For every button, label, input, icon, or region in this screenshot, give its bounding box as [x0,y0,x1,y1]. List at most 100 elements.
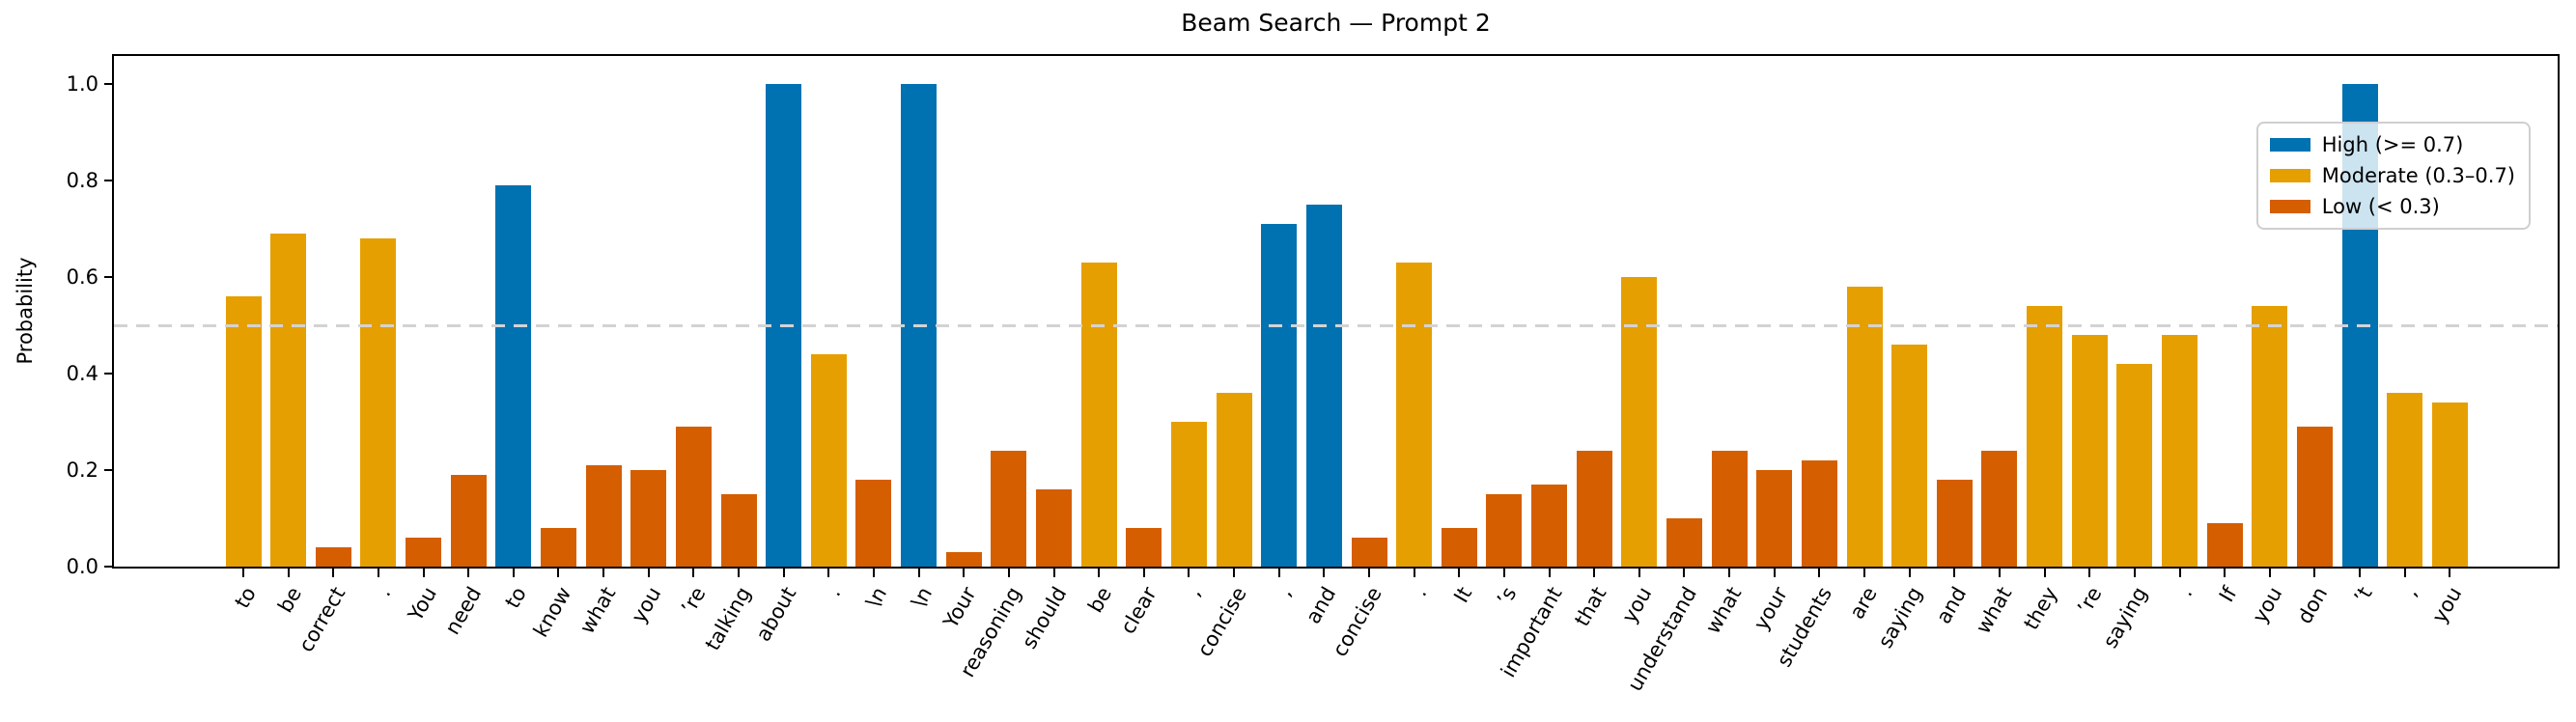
x-tick [288,569,290,577]
threshold-line [114,324,2558,327]
x-tick [2359,569,2361,577]
bar [451,475,487,567]
x-tick [1549,569,1551,577]
x-tick [738,569,740,577]
chart-title: Beam Search — Prompt 2 [1181,9,1491,37]
bar [406,538,441,567]
x-tick [692,569,694,577]
x-tick [1278,569,1280,577]
bar [541,528,576,567]
bar [1352,538,1387,567]
x-tick [1368,569,1370,577]
x-tick [467,569,469,577]
bar [991,451,1026,567]
legend-swatch-low [2269,200,2310,213]
y-tick [104,276,112,278]
bar [360,238,396,567]
bar [2027,306,2062,567]
bar [1486,494,1522,567]
bar [2116,364,2152,567]
x-tick [1414,569,1415,577]
bar [676,427,712,567]
x-tick [1008,569,1010,577]
x-tick [1143,569,1145,577]
bar [2072,335,2108,567]
bar [1036,489,1072,567]
bar [1802,460,1837,567]
x-tick [1863,569,1865,577]
x-tick [648,569,650,577]
x-tick [1638,569,1640,577]
bar [1756,470,1792,567]
legend: High (>= 0.7) Moderate (0.3–0.7) Low (< 0.… [2255,122,2531,230]
bar [630,470,666,567]
bar [721,494,757,567]
x-tick [2313,569,2315,577]
bar [2207,523,2243,567]
bar [2252,306,2287,567]
y-tick-label: 0.0 [66,555,98,578]
y-tick [104,566,112,568]
bar [226,296,262,567]
y-tick [104,373,112,375]
bar [1577,451,1612,567]
x-tick [918,569,920,577]
x-tick [602,569,604,577]
legend-label: High (>= 0.7) [2321,133,2464,156]
bar [1217,393,1252,567]
y-tick-label: 0.2 [66,458,98,482]
x-tick [332,569,334,577]
x-tick [513,569,515,577]
bar [1981,451,2017,567]
x-tick [557,569,559,577]
x-tick [827,569,829,577]
x-tick [1188,569,1190,577]
bar [1531,485,1567,567]
bar [1666,518,1702,567]
x-tick [242,569,244,577]
x-tick [1593,569,1595,577]
bar [1261,224,1297,567]
x-tick [1818,569,1820,577]
legend-item: Low (< 0.3) [2269,193,2515,220]
bar [1306,205,1342,567]
x-tick [1458,569,1460,577]
y-tick-label: 0.4 [66,362,98,385]
y-tick-label: 0.8 [66,169,98,192]
x-tick [1999,569,2001,577]
x-tick [1098,569,1100,577]
x-tick [1909,569,1911,577]
x-tick [1233,569,1235,577]
y-tick-label: 0.6 [66,265,98,289]
y-tick-label: 1.0 [66,72,98,96]
x-tick [1683,569,1685,577]
bar [1126,528,1162,567]
plot-area: High (>= 0.7) Moderate (0.3–0.7) Low (< 0.… [112,54,2560,569]
x-tick [783,569,785,577]
legend-swatch-high [2269,138,2310,152]
x-tick [1953,569,1955,577]
bar [270,234,306,567]
bar [1396,263,1432,567]
bar [946,552,982,567]
legend-item: High (>= 0.7) [2269,131,2515,158]
bar [495,185,531,567]
legend-label: Low (< 0.3) [2321,195,2440,218]
x-tick [963,569,965,577]
bar [1847,287,1883,567]
bar [1621,277,1657,567]
x-tick [2269,569,2271,577]
x-tick [2044,569,2046,577]
bar [855,480,891,567]
x-tick [1323,569,1325,577]
legend-label: Moderate (0.3–0.7) [2321,164,2515,187]
x-tick [873,569,875,577]
y-tick [104,83,112,85]
legend-item: Moderate (0.3–0.7) [2269,162,2515,189]
x-tick [1728,569,1730,577]
x-tick [2224,569,2226,577]
x-tick [2404,569,2406,577]
x-tick [378,569,379,577]
y-tick [104,180,112,181]
